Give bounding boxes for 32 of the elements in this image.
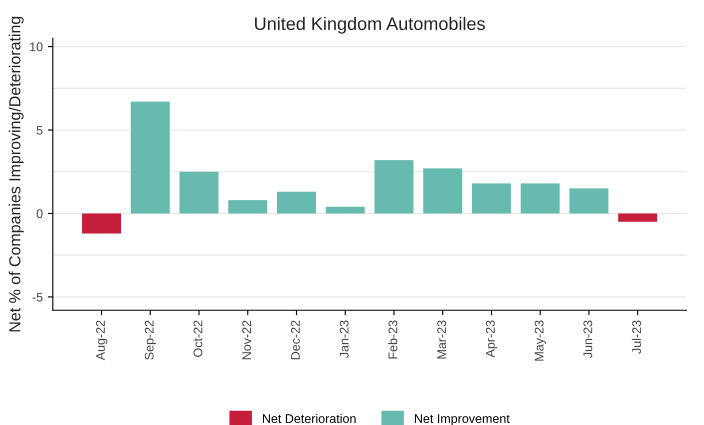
chart-title: United Kingdom Automobiles xyxy=(255,16,485,34)
x-tick-label: Mar-23 xyxy=(437,320,446,359)
x-tick-label: Jul-23 xyxy=(632,320,642,354)
bar xyxy=(374,160,414,214)
bar xyxy=(276,192,316,214)
x-tick-label: Jun-23 xyxy=(583,320,592,358)
x-tick-label: Nov-22 xyxy=(242,320,252,360)
bar xyxy=(228,200,268,214)
x-tick-label: Sep-22 xyxy=(144,320,156,360)
y-tick-label: 10 xyxy=(30,42,43,52)
y-tick-label: 0 xyxy=(36,209,43,218)
bar xyxy=(618,213,658,222)
x-tick-label: Oct-22 xyxy=(194,320,202,357)
bar xyxy=(423,168,462,214)
bar xyxy=(326,206,365,214)
bar xyxy=(82,213,122,234)
x-tick-label: Jan-23 xyxy=(340,320,349,358)
bar xyxy=(130,102,170,214)
y-tick-label: -5 xyxy=(32,292,43,302)
x-tick-label: Aug-22 xyxy=(96,320,108,360)
x-tick-label: Dec-22 xyxy=(290,320,300,360)
x-tick-label: Apr-23 xyxy=(486,320,498,358)
legend-label: Net Improvement xyxy=(414,414,510,425)
y-tick-label: 5 xyxy=(36,126,43,135)
legend-label: Net Deterioration xyxy=(262,414,356,424)
y-axis-title: Net % of Companies Improving/Deteriorating xyxy=(8,16,24,332)
x-tick-label: May-23 xyxy=(534,320,546,361)
bar xyxy=(180,172,219,214)
bar xyxy=(472,183,511,214)
bar xyxy=(520,183,560,214)
bar xyxy=(569,188,608,214)
x-tick-label: Feb-23 xyxy=(388,320,398,359)
